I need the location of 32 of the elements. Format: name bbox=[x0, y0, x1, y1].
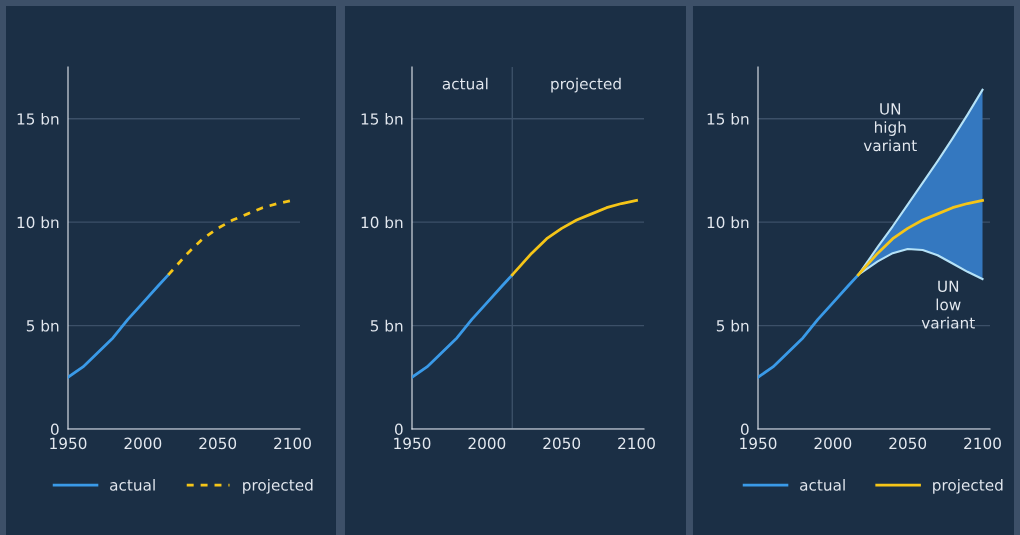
y-tick-label: 0 bbox=[394, 423, 403, 436]
annotation: projected bbox=[551, 77, 621, 93]
x-tick-label: 2050 bbox=[889, 437, 927, 450]
x-tick-label: 2000 bbox=[468, 437, 506, 450]
annotation: actual bbox=[442, 77, 488, 90]
y-tick-label: 5 bn bbox=[716, 319, 749, 332]
legend-label: projected bbox=[933, 478, 1003, 494]
y-tick-label: 10 bn bbox=[707, 216, 749, 229]
x-tick-label: 2100 bbox=[618, 437, 655, 450]
annotation: UN low variant bbox=[921, 280, 975, 329]
x-tick-label: 1950 bbox=[394, 437, 431, 450]
y-tick-label: 15 bn bbox=[707, 112, 749, 125]
y-tick-label: 0 bbox=[740, 423, 749, 436]
y-tick-label: 5 bn bbox=[26, 319, 59, 332]
y-tick-label: 0 bbox=[50, 423, 59, 436]
x-tick-label: 2000 bbox=[814, 437, 852, 450]
y-tick-label: 10 bn bbox=[17, 216, 59, 229]
y-tick-label: 15 bn bbox=[17, 112, 59, 125]
x-tick-label: 2050 bbox=[543, 437, 581, 450]
x-tick-label: 2100 bbox=[274, 437, 311, 450]
x-tick-label: 2050 bbox=[199, 437, 237, 450]
y-tick-label: 5 bn bbox=[370, 319, 403, 332]
legend-label: actual bbox=[800, 478, 845, 491]
annotation: UN high variant bbox=[863, 103, 917, 152]
x-tick-label: 2000 bbox=[124, 437, 162, 450]
x-tick-label: 1950 bbox=[50, 437, 87, 450]
x-tick-label: 2100 bbox=[964, 437, 1001, 450]
legend-label: actual bbox=[110, 478, 155, 491]
y-tick-label: 15 bn bbox=[361, 112, 403, 125]
y-tick-label: 10 bn bbox=[361, 216, 403, 229]
x-tick-label: 1950 bbox=[740, 437, 777, 450]
legend-label: projected bbox=[243, 478, 313, 494]
